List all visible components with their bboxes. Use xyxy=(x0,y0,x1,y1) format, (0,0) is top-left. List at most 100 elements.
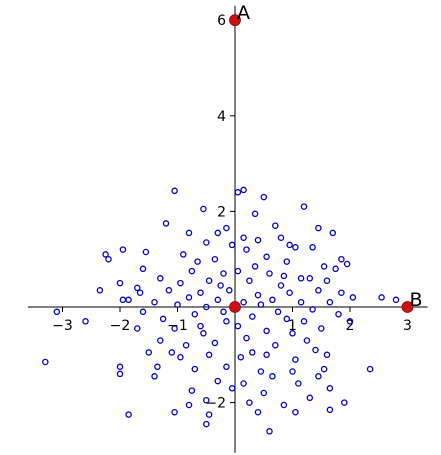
scatter-point xyxy=(205,411,213,418)
highlight-point xyxy=(229,14,241,27)
scatter-point xyxy=(292,356,299,363)
scatter-point xyxy=(329,229,337,237)
scatter-point xyxy=(220,270,227,277)
scatter-point xyxy=(266,270,273,277)
x-tick-label: 1 xyxy=(288,318,297,334)
scatter-point xyxy=(96,287,104,294)
scatter-point xyxy=(194,258,201,265)
scatter-point xyxy=(119,246,127,253)
x-tick-label: −1 xyxy=(167,318,188,334)
scatter-point xyxy=(249,313,256,320)
scatter-point xyxy=(200,330,207,337)
scatter-point xyxy=(312,346,319,354)
scatter-point xyxy=(116,363,124,371)
scatter-point xyxy=(105,255,112,263)
scatter-point xyxy=(306,394,314,402)
scatter-point xyxy=(214,377,222,385)
scatter-point xyxy=(366,365,374,373)
point-label: B xyxy=(410,289,423,311)
scatter-point xyxy=(297,275,305,282)
scatter-point xyxy=(286,241,293,249)
scatter-point xyxy=(185,229,193,237)
scatter-point xyxy=(82,318,89,325)
scatter-point xyxy=(157,337,164,344)
scatter-point xyxy=(343,260,351,268)
scatter-point xyxy=(188,267,196,275)
scatter-point xyxy=(257,301,265,308)
scatter-point xyxy=(159,315,167,323)
scatter-point xyxy=(289,368,296,375)
scatter-point xyxy=(217,282,224,289)
axes: −3 −2 −1 1 2 3 −2 2 4 6 xyxy=(28,5,428,453)
scatter-point xyxy=(295,380,302,387)
scatter-point xyxy=(280,401,288,409)
scatter-point xyxy=(246,399,253,406)
scatter-point xyxy=(205,351,213,359)
scatter-point xyxy=(326,385,334,392)
x-tick-label: −3 xyxy=(52,318,73,334)
scatter-point xyxy=(283,315,291,323)
scatter-point xyxy=(228,385,236,392)
scatter-point xyxy=(277,234,285,241)
scatter-point xyxy=(171,325,178,332)
scatter-point xyxy=(306,275,314,282)
scatter-point xyxy=(326,406,334,414)
scatter-point xyxy=(180,251,187,258)
scatter-point xyxy=(341,399,348,406)
scatter-point xyxy=(277,282,285,289)
x-tick-label: −2 xyxy=(110,318,131,334)
scatter-point xyxy=(203,396,210,404)
scatter-point xyxy=(214,229,222,237)
scatter-point xyxy=(292,244,299,251)
scatter-point xyxy=(191,310,199,318)
scatter-point xyxy=(211,255,219,263)
scatter-point xyxy=(257,368,265,375)
scatter-point xyxy=(151,373,158,380)
highlight-points: AB xyxy=(229,2,423,313)
scatter-point xyxy=(200,205,207,213)
scatter-point xyxy=(185,401,193,409)
scatter-point xyxy=(226,287,233,294)
x-tick-label: 3 xyxy=(403,318,412,334)
scatter-point xyxy=(240,186,247,194)
scatter-point xyxy=(254,236,262,244)
scatter-point xyxy=(53,308,61,316)
scatter-point xyxy=(139,265,147,273)
scatter-point xyxy=(309,244,316,251)
scatter-point xyxy=(234,267,242,275)
scatter-point xyxy=(165,287,173,294)
y-tick-label: 6 xyxy=(217,13,226,29)
scatter-point xyxy=(300,318,308,325)
scatter-point xyxy=(286,289,293,296)
scatter-point xyxy=(185,294,193,301)
scatter-point xyxy=(254,408,262,416)
highlight-point xyxy=(229,301,241,313)
scatter-point xyxy=(260,193,268,201)
scatter-point xyxy=(274,308,282,316)
highlight-point xyxy=(401,301,414,313)
scatter-point xyxy=(171,187,178,195)
scatter-point xyxy=(134,325,141,332)
scatter-point xyxy=(392,296,400,304)
scatter-point xyxy=(263,351,270,359)
scatter-point xyxy=(182,341,190,349)
scatter-point xyxy=(269,296,276,304)
point-label: A xyxy=(237,2,250,24)
scatter-point xyxy=(326,298,334,306)
scatter-point xyxy=(263,253,270,261)
scatter-point xyxy=(174,301,181,308)
scatter-point xyxy=(254,291,262,299)
data-points xyxy=(42,186,400,435)
scatter-point xyxy=(228,241,236,249)
scatter-point xyxy=(320,263,328,270)
scatter-point xyxy=(346,318,354,325)
scatter-point xyxy=(168,349,176,356)
x-tick-label: 2 xyxy=(346,318,355,334)
scatter-point xyxy=(266,428,273,435)
scatter-point xyxy=(246,277,253,284)
scatter-point xyxy=(205,277,213,284)
scatter-point xyxy=(157,275,164,282)
scatter-point xyxy=(119,296,127,304)
scatter-point xyxy=(134,284,141,292)
